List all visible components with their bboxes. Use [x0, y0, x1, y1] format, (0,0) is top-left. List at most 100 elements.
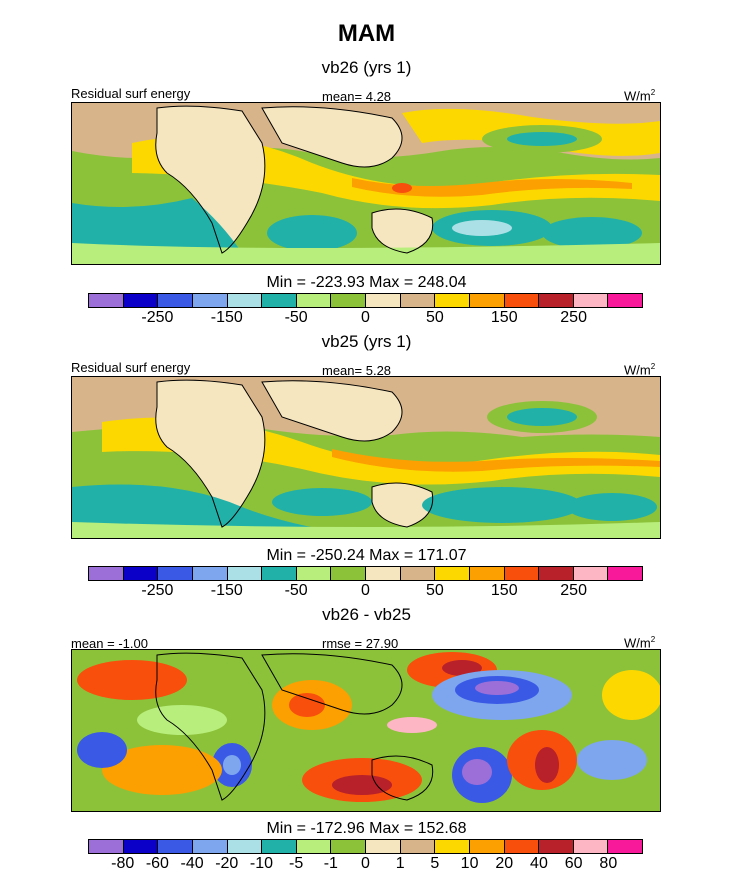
colorbar-swatch [192, 840, 228, 853]
colorbar-swatch [331, 840, 366, 853]
panel2-title: vb25 (yrs 1) [321, 332, 412, 351]
colorbar-swatch [331, 294, 366, 307]
colorbar-swatch [158, 294, 193, 307]
colorbar-tick-label: 250 [560, 309, 587, 326]
colorbar-swatch [123, 294, 159, 307]
colorbar-tick-label: 20 [495, 855, 514, 872]
colorbar-swatch [227, 567, 263, 580]
colorbar-swatch [504, 294, 540, 307]
panel1-left-label: Residual surf energy [71, 86, 191, 101]
colorbar-tick-label: 5 [430, 855, 440, 872]
colorbar-tick-label: 0 [361, 855, 370, 872]
panel1-minmax: Min = -223.93 Max = 248.04 [266, 274, 467, 291]
colorbar-tick-label: -50 [284, 309, 308, 326]
panel3-map [71, 649, 661, 812]
colorbar-tick-label: -60 [145, 855, 169, 872]
colorbar-swatch [158, 840, 193, 853]
colorbar-swatch [296, 567, 332, 580]
panel1-title: vb26 (yrs 1) [321, 58, 412, 77]
colorbar-swatch [573, 840, 609, 853]
panel1-map [71, 102, 661, 265]
colorbar-swatch [539, 840, 574, 853]
colorbar-swatch [262, 840, 297, 853]
colorbar-tick-label: 150 [490, 309, 518, 326]
colorbar-swatch [366, 294, 401, 307]
colorbar-swatch [89, 294, 124, 307]
colorbar-swatch [573, 567, 609, 580]
colorbar-tick-label: 1 [395, 855, 405, 872]
colorbar-tick-label: -20 [215, 855, 239, 872]
colorbar-swatch [123, 840, 159, 853]
colorbar-tick-label: -10 [249, 855, 273, 872]
colorbar-swatch [573, 294, 609, 307]
colorbar-tick-label: -5 [289, 855, 304, 872]
colorbar-tick-label: 150 [490, 582, 518, 599]
colorbar-swatch [123, 567, 159, 580]
colorbar-swatch [608, 567, 642, 580]
colorbar-tick-label: 250 [560, 582, 587, 599]
panel3-mean-label: mean = -1.00 [71, 636, 148, 651]
colorbar-tick-label: 60 [564, 855, 583, 872]
colorbar-tick-label: -250 [141, 309, 174, 326]
colorbar-swatch [89, 840, 124, 853]
panel1-colorbar [88, 293, 643, 308]
panel2-mean-label: mean= 5.28 [322, 363, 392, 378]
colorbar-swatch [504, 840, 540, 853]
colorbar-swatch [192, 567, 228, 580]
colorbar-swatch [435, 294, 470, 307]
panel3-colorbar [88, 839, 643, 854]
colorbar-tick-label: 0 [361, 582, 370, 599]
colorbar-swatch [262, 294, 297, 307]
colorbar-swatch [539, 294, 574, 307]
colorbar-tick-label: -40 [180, 855, 204, 872]
colorbar-tick-label: 50 [425, 309, 444, 326]
colorbar-tick-label: -50 [284, 582, 308, 599]
colorbar-swatch [366, 567, 401, 580]
colorbar-tick-label: 80 [599, 855, 618, 872]
panel2-minmax: Min = -250.24 Max = 171.07 [266, 547, 467, 564]
colorbar-tick-label: -150 [210, 309, 243, 326]
colorbar-swatch [539, 567, 574, 580]
colorbar-swatch [469, 294, 505, 307]
colorbar-tick-label: 40 [530, 855, 548, 872]
colorbar-swatch [158, 567, 193, 580]
colorbar-swatch [469, 567, 505, 580]
colorbar-swatch [262, 567, 297, 580]
colorbar-swatch [331, 567, 366, 580]
colorbar-swatch [227, 840, 263, 853]
colorbar-swatch [608, 840, 642, 853]
panel2-colorbar [88, 566, 643, 581]
colorbar-swatch [89, 567, 124, 580]
colorbar-tick-label: 10 [460, 855, 479, 872]
panel2-units: W/m2 [624, 362, 656, 378]
panel1-colorbar-ticks: -250 -150 -50 0 50 150 250 [0, 309, 733, 329]
panel3-units: W/m2 [624, 635, 656, 651]
colorbar-tick-label: -80 [111, 855, 135, 872]
colorbar-tick-label: -150 [210, 582, 243, 599]
colorbar-swatch [366, 840, 401, 853]
panel3-title: vb26 - vb25 [322, 605, 411, 624]
panel3-minmax: Min = -172.96 Max = 152.68 [266, 820, 467, 837]
colorbar-swatch [227, 294, 263, 307]
colorbar-swatch [400, 567, 436, 580]
colorbar-swatch [435, 567, 470, 580]
figure-title: MAM [337, 20, 396, 47]
colorbar-tick-label: 0 [361, 309, 370, 326]
panel2-left-label: Residual surf energy [71, 360, 191, 375]
colorbar-swatch [296, 294, 332, 307]
colorbar-tick-label: -250 [141, 582, 174, 599]
panel2-map [71, 376, 661, 539]
colorbar-swatch [400, 294, 436, 307]
panel2-colorbar-ticks: -250 -150 -50 0 50 150 250 [0, 582, 733, 602]
colorbar-swatch [469, 840, 505, 853]
colorbar-swatch [192, 294, 228, 307]
colorbar-swatch [296, 840, 332, 853]
colorbar-tick-label: -1 [323, 855, 338, 872]
panel3-rmse-label: rmse = 27.90 [322, 636, 399, 651]
panel1-mean-label: mean= 4.28 [322, 89, 392, 104]
panel3-colorbar-ticks: -80 -60 -40 -20 -10 -5 -1 0 1 5 10 20 40 60 80 [0, 855, 733, 875]
colorbar-swatch [608, 294, 642, 307]
panel1-units: W/m2 [624, 88, 656, 104]
colorbar-tick-label: 50 [425, 582, 444, 599]
colorbar-swatch [504, 567, 540, 580]
